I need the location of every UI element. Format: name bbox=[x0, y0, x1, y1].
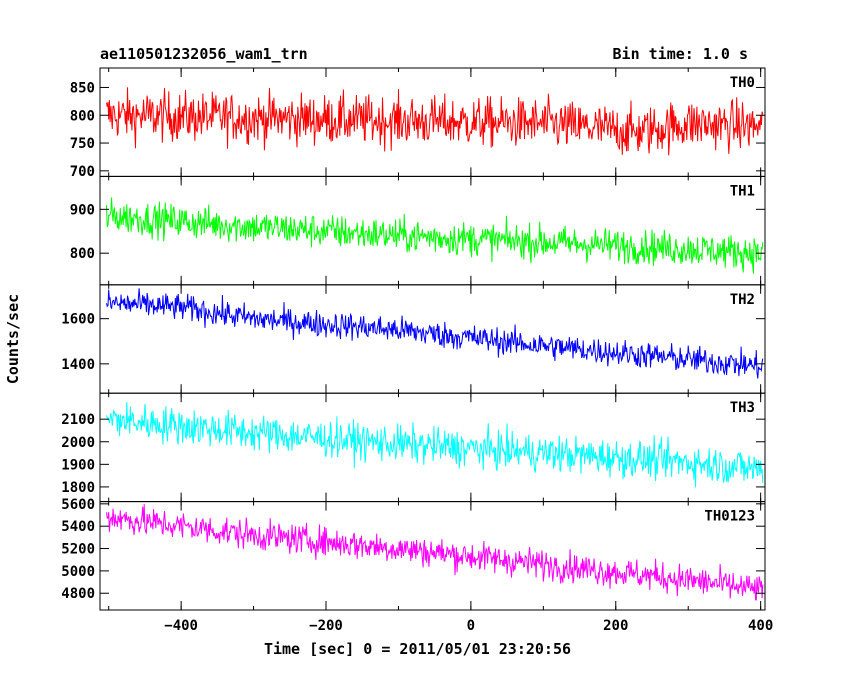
panel-th0: 700 750 800 850 TH0 bbox=[70, 67, 766, 180]
y-tick-label: 1600 bbox=[61, 312, 95, 328]
y-tick-label: 2000 bbox=[61, 435, 95, 451]
series-th3 bbox=[106, 401, 764, 488]
y-tick-label: 1800 bbox=[61, 480, 95, 496]
x-tick-label: 0 bbox=[467, 618, 475, 634]
series-th0123 bbox=[106, 504, 764, 601]
x-ticks-group: −400 −200 0 200 400 bbox=[164, 618, 773, 634]
y-tick-label: 750 bbox=[70, 136, 95, 152]
y-tick-label: 5600 bbox=[61, 497, 95, 513]
panel-frame bbox=[99, 392, 766, 503]
y-tick-label: 900 bbox=[70, 202, 95, 218]
y-tick-label: 2100 bbox=[61, 412, 95, 428]
y-tick-label: 5000 bbox=[61, 564, 95, 580]
series-th1 bbox=[106, 197, 764, 274]
x-tick-label: 400 bbox=[748, 618, 773, 634]
panel-th1: 800 900 TH1 bbox=[70, 175, 766, 286]
panel-frame bbox=[99, 175, 766, 286]
x-tick-label: −400 bbox=[164, 618, 198, 634]
panel-label-th1: TH1 bbox=[730, 183, 755, 199]
y-tick-label: 800 bbox=[70, 246, 95, 262]
panel-label-th0123: TH0123 bbox=[704, 509, 755, 525]
y-tick-label: 4800 bbox=[61, 586, 95, 602]
panel-label-th3: TH3 bbox=[730, 400, 755, 416]
panel-th0123: 4800 5000 5200 5400 5600 TH0123 bbox=[61, 497, 766, 611]
x-tick-label: 200 bbox=[603, 618, 628, 634]
y-tick-label: 800 bbox=[70, 108, 95, 124]
panel-frame bbox=[99, 284, 766, 394]
y-tick-label: 5400 bbox=[61, 519, 95, 535]
panel-th3: 1800 1900 2000 2100 TH3 bbox=[61, 392, 766, 503]
panel-label-th0: TH0 bbox=[730, 75, 755, 91]
series-th0 bbox=[106, 87, 764, 156]
x-axis-label: Time [sec] 0 = 2011/05/01 23:20:56 bbox=[264, 640, 571, 658]
y-tick-label: 5200 bbox=[61, 542, 95, 558]
y-tick-label: 1400 bbox=[61, 357, 95, 373]
y-tick-label: 700 bbox=[70, 164, 95, 180]
y-tick-label: 1900 bbox=[61, 457, 95, 473]
y-axis-label: Counts/sec bbox=[4, 294, 22, 384]
chart-title: ae110501232056_wam1_trn bbox=[100, 45, 308, 63]
y-tick-label: 850 bbox=[70, 80, 95, 96]
panel-th2: 1400 1600 TH2 bbox=[61, 284, 766, 394]
panel-frame bbox=[99, 501, 766, 611]
series-th2 bbox=[106, 288, 764, 379]
x-tick-label: −200 bbox=[309, 618, 343, 634]
panel-label-th2: TH2 bbox=[730, 292, 755, 308]
chart-subtitle: Bin time: 1.0 s bbox=[613, 45, 748, 63]
